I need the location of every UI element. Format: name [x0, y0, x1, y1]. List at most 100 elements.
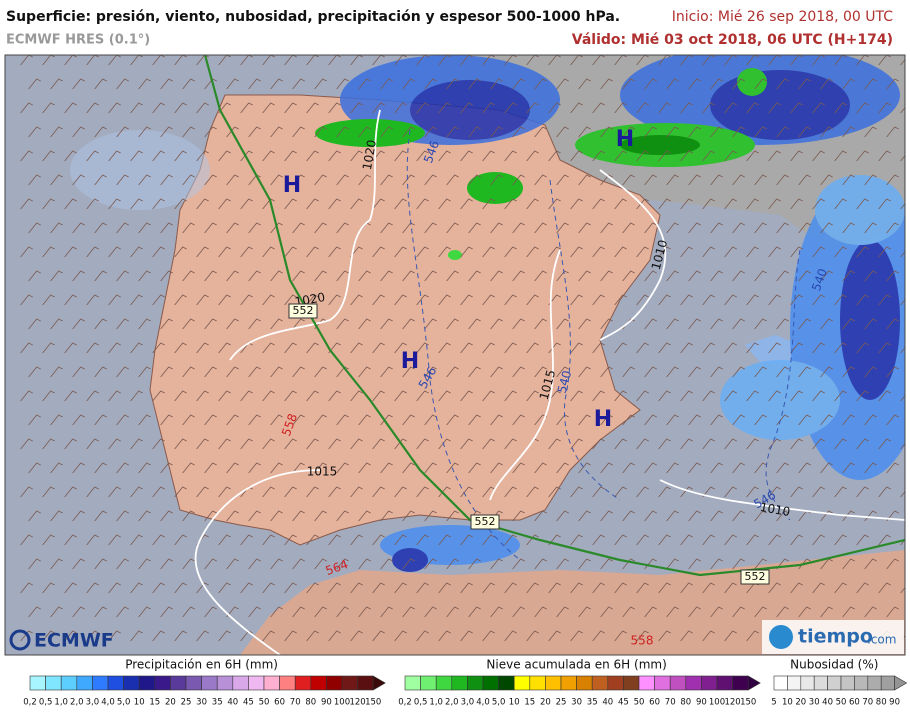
wind-barb	[512, 558, 525, 570]
precip	[70, 55, 905, 572]
wind-barb	[350, 55, 363, 66]
wind-barb	[394, 342, 407, 354]
wind-barb	[86, 150, 99, 162]
wind-barb	[900, 442, 905, 450]
wind-barb	[710, 174, 723, 186]
wind-barb	[812, 102, 825, 114]
wind-barb	[578, 414, 591, 426]
wind-barb	[768, 582, 781, 594]
wind-barb	[50, 366, 63, 378]
wind-barb	[592, 486, 605, 498]
thickness-label: 540	[555, 369, 574, 395]
wind-barb	[350, 486, 363, 498]
wind-barb	[64, 55, 77, 66]
wind-barb	[28, 366, 41, 378]
wind-barb	[790, 246, 803, 258]
wind-barb	[204, 318, 217, 330]
wind-barb	[504, 150, 517, 162]
wind-barb	[768, 534, 781, 546]
wind-barb	[812, 438, 825, 450]
wind-barb	[680, 246, 693, 258]
wind-barb	[526, 534, 539, 546]
isobar-label: 1020	[360, 139, 379, 172]
wind-barb	[504, 55, 517, 66]
wind-barb	[152, 438, 165, 450]
wind-barb	[108, 438, 121, 450]
wind-barb	[842, 414, 855, 426]
wind-barb	[20, 102, 33, 114]
legend-swatch	[404, 675, 421, 691]
wind-barb	[438, 294, 451, 306]
wind-barb	[710, 270, 723, 282]
wind-barb	[270, 366, 283, 378]
wind-barb	[438, 534, 451, 546]
wind-barb	[460, 102, 473, 114]
wind-barb	[490, 318, 503, 330]
wind-barb	[314, 558, 327, 570]
wind-barb	[798, 270, 811, 282]
wind-barb	[182, 222, 195, 234]
wind-barb	[226, 318, 239, 330]
wind-barb	[534, 222, 547, 234]
wind-barb	[614, 150, 627, 162]
legend-swatch	[576, 675, 593, 691]
wind-barb	[460, 390, 473, 402]
legend-tick: 0,2	[398, 698, 412, 708]
wind-barb	[636, 198, 649, 210]
wind-barb	[702, 630, 715, 642]
wind-barb	[358, 462, 371, 474]
wind-barb	[732, 510, 745, 522]
wind-barb	[812, 342, 825, 354]
legend-swatch	[880, 675, 895, 691]
wind-barb	[42, 150, 55, 162]
wind-barb	[394, 150, 407, 162]
wind-barb	[292, 462, 305, 474]
wind-barb	[306, 438, 319, 450]
wind-barb	[578, 270, 591, 282]
wind-barb	[886, 126, 899, 138]
wind-barb	[732, 78, 745, 90]
wind-barb	[160, 126, 173, 138]
wind-barb	[196, 150, 209, 162]
legend-swatch	[216, 675, 234, 691]
wind-barb	[578, 510, 591, 522]
wind-barb	[64, 102, 77, 114]
wind-barb	[130, 102, 143, 114]
wind-barb	[790, 582, 803, 594]
wind-barb	[886, 222, 899, 234]
wind-barb	[358, 510, 371, 522]
wind-barb	[196, 246, 209, 258]
wind-barb	[372, 534, 385, 546]
wind-barb	[292, 318, 305, 330]
wind-barb	[768, 342, 781, 354]
wind-barb	[394, 246, 407, 258]
wind-barb	[138, 270, 151, 282]
wind-barb	[402, 270, 415, 282]
wind-barb	[886, 510, 899, 522]
wind-barb	[636, 246, 649, 258]
wind-barb	[64, 438, 77, 450]
wind-barb	[438, 246, 451, 258]
wind-barb	[644, 462, 657, 474]
wind-barb	[702, 438, 715, 450]
wind-barb	[372, 246, 385, 258]
wind-barb	[350, 390, 363, 402]
wind-barb	[438, 630, 451, 642]
wind-barb	[182, 78, 195, 90]
wind-barb	[600, 606, 613, 618]
legend-swatch	[607, 675, 624, 691]
wind-barb	[622, 414, 635, 426]
wind-barb	[86, 486, 99, 498]
wind-barb	[72, 174, 85, 186]
legend-swatch	[654, 675, 671, 691]
wind-barb	[174, 294, 187, 306]
wind-barb	[72, 414, 85, 426]
wind-barb	[438, 102, 451, 114]
wind-barb	[116, 270, 129, 282]
wind-barb	[328, 582, 341, 594]
wind-barb	[768, 55, 781, 66]
wind-barb	[350, 198, 363, 210]
wind-barb	[416, 390, 429, 402]
wind-barb	[754, 126, 767, 138]
